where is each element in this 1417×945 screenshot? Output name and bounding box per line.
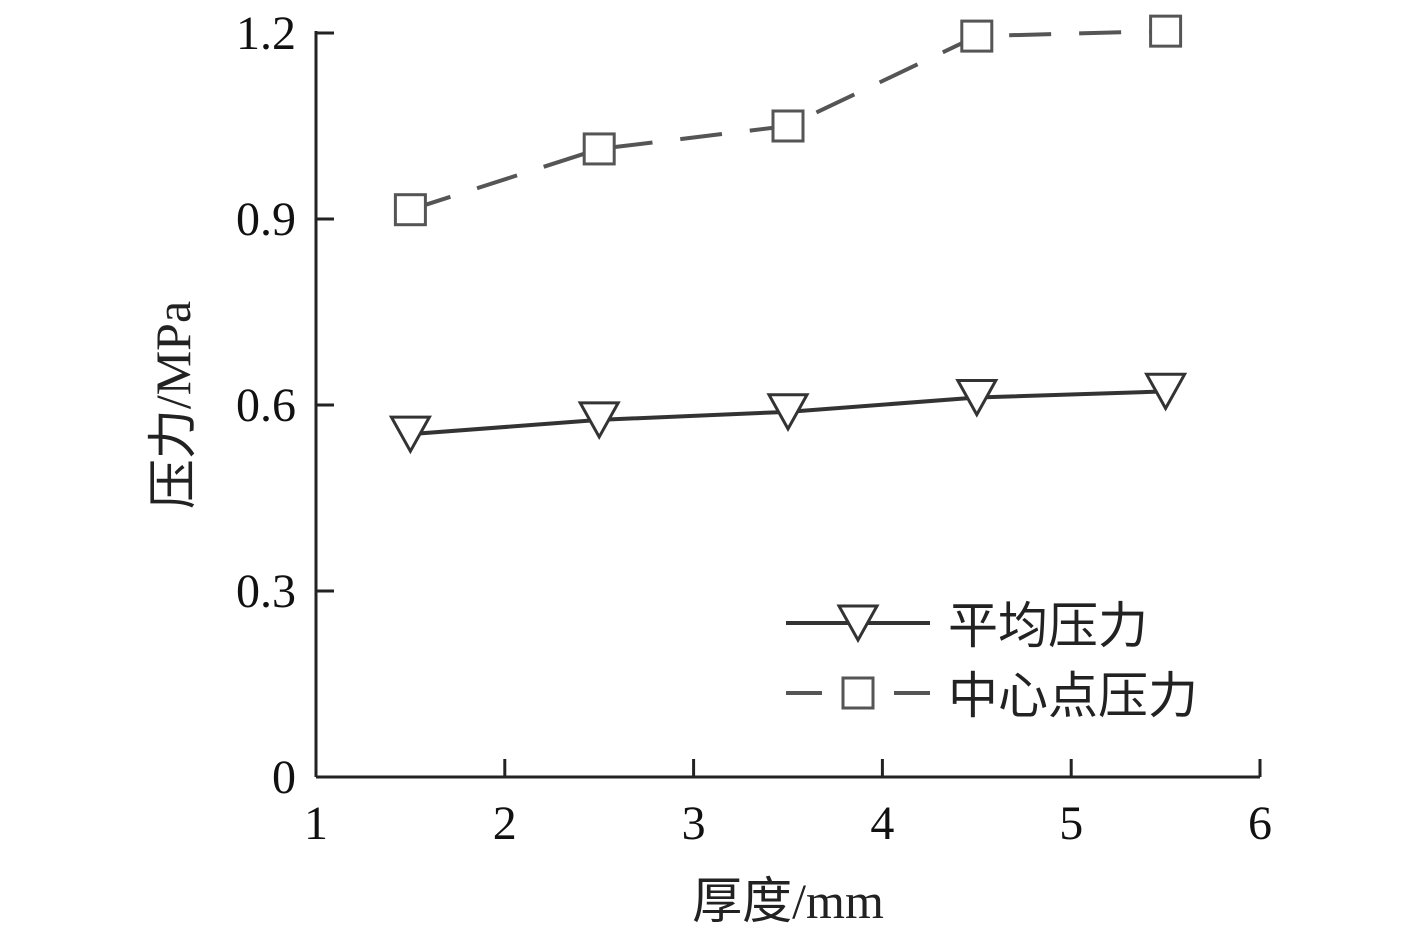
x-tick-label: 5: [1059, 797, 1083, 850]
data-point-series-2: [393, 193, 427, 227]
y-axis-title: 压力/MPa: [145, 301, 201, 509]
legend-label: 平均压力: [948, 598, 1148, 654]
data-point-series-2: [582, 132, 616, 166]
data-point-series-2: [1149, 14, 1183, 48]
y-tick-label: 1.2: [236, 7, 296, 60]
series-layer: [388, 14, 1188, 455]
x-tick-label: 4: [870, 797, 894, 850]
x-axis-title: 厚度/mm: [692, 873, 884, 929]
data-point-series-1: [955, 379, 999, 418]
x-tick-label: 1: [304, 797, 328, 850]
y-ticks: 0 0.3 0.6 0.9 1.2: [236, 7, 334, 804]
y-tick-label: 0.9: [236, 193, 296, 246]
legend-label: 中心点压力: [948, 668, 1198, 724]
y-tick-label: 0: [272, 751, 296, 804]
x-tick-label: 2: [493, 797, 517, 850]
y-tick-label: 0.3: [236, 565, 296, 618]
legend-marker: [836, 604, 880, 644]
data-point-series-1: [577, 401, 621, 441]
data-point-series-1: [1144, 372, 1188, 412]
data-point-series-1: [388, 415, 432, 455]
x-tick-label: 6: [1248, 797, 1272, 850]
x-ticks: 1 2 3 4 5 6: [304, 759, 1272, 850]
x-tick-label: 3: [682, 797, 706, 850]
y-tick-label: 0.6: [236, 379, 296, 432]
data-point-series-2: [771, 109, 805, 143]
data-point-series-1: [766, 393, 810, 432]
data-point-series-2: [960, 19, 994, 53]
legend-marker: [841, 676, 875, 710]
